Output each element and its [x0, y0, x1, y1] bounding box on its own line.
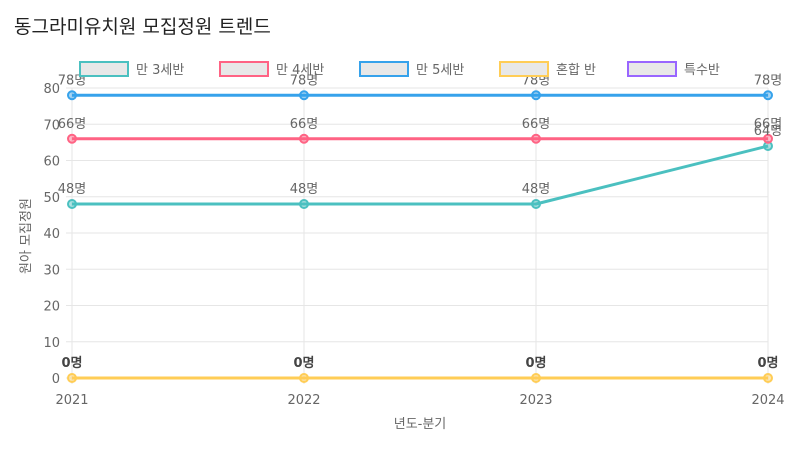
grid — [66, 87, 769, 384]
data-point — [67, 373, 77, 383]
legend-swatch — [627, 61, 677, 77]
y-tick-label: 20 — [43, 300, 60, 315]
legend-swatch — [219, 61, 269, 77]
x-axis-label: 년도-분기 — [394, 417, 447, 432]
x-tick-label: 2021 — [55, 393, 88, 408]
legend-label: 특수반 — [684, 63, 720, 78]
legend-label: 만 5세반 — [416, 63, 464, 78]
legend-swatch — [499, 61, 549, 77]
legend-swatch — [359, 61, 409, 77]
data-label: 0명 — [525, 355, 546, 371]
data-label: 48명 — [58, 182, 87, 197]
data-label: 78명 — [754, 73, 783, 88]
legend-item-0[interactable]: 만 3세반 — [79, 61, 184, 78]
data-point — [531, 90, 541, 101]
y-tick-label: 10 — [43, 336, 60, 351]
legend-item-2[interactable]: 만 5세반 — [359, 61, 464, 78]
legend-label: 만 3세반 — [136, 63, 184, 78]
data-point — [531, 199, 541, 209]
data-label: 0명 — [61, 355, 82, 371]
data-point — [531, 133, 541, 144]
legend-item-3[interactable]: 혼합 반 — [499, 61, 596, 78]
y-tick-label: 30 — [43, 263, 60, 278]
x-axis-ticks: 2021 2022 2023 2024 — [55, 393, 784, 408]
legend-item-1[interactable]: 만 4세반 — [219, 61, 324, 78]
data-label: 66명 — [522, 117, 551, 132]
data-label: 0명 — [293, 355, 314, 371]
chart-title: 동그라미유치원 모집정원 트렌드 — [14, 16, 271, 38]
legend: 만 3세반 만 4세반 만 5세반 혼합 반 특수반 — [79, 61, 720, 78]
y-tick-label: 60 — [43, 155, 60, 170]
y-tick-label: 50 — [43, 191, 60, 206]
data-point — [67, 90, 77, 101]
data-label: 0명 — [757, 355, 778, 371]
legend-label: 혼합 반 — [556, 63, 596, 78]
data-label: 78명 — [290, 73, 319, 88]
series-line-0 — [72, 144, 769, 206]
x-tick-label: 2022 — [287, 393, 320, 408]
data-point — [67, 133, 77, 144]
y-tick-label: 40 — [43, 227, 60, 242]
data-label: 48명 — [522, 182, 551, 197]
data-label: 66명 — [754, 117, 783, 132]
y-tick-label: 70 — [43, 118, 60, 133]
legend-swatch — [79, 61, 129, 77]
data-point — [299, 199, 309, 209]
data-point — [299, 90, 309, 101]
data-point — [531, 373, 541, 383]
data-point — [763, 133, 773, 144]
y-axis-ticks: 0 10 20 30 40 50 60 70 80 — [43, 82, 60, 387]
data-point — [299, 373, 309, 383]
y-tick-label: 0 — [52, 372, 60, 387]
y-axis-label: 원아 모집정원 — [19, 198, 34, 274]
data-point — [763, 373, 773, 383]
x-tick-label: 2023 — [519, 393, 552, 408]
x-tick-label: 2024 — [751, 393, 784, 408]
legend-label: 만 4세반 — [276, 63, 324, 78]
data-label: 48명 — [290, 182, 319, 197]
data-label: 66명 — [290, 117, 319, 132]
data-point — [299, 133, 309, 144]
y-tick-label: 80 — [43, 82, 60, 97]
data-label: 66명 — [58, 117, 87, 132]
data-point — [67, 199, 77, 209]
data-point — [763, 90, 773, 101]
series-layer — [67, 90, 773, 383]
data-label: 64명 — [754, 124, 783, 139]
legend-item-4[interactable]: 특수반 — [627, 61, 720, 78]
